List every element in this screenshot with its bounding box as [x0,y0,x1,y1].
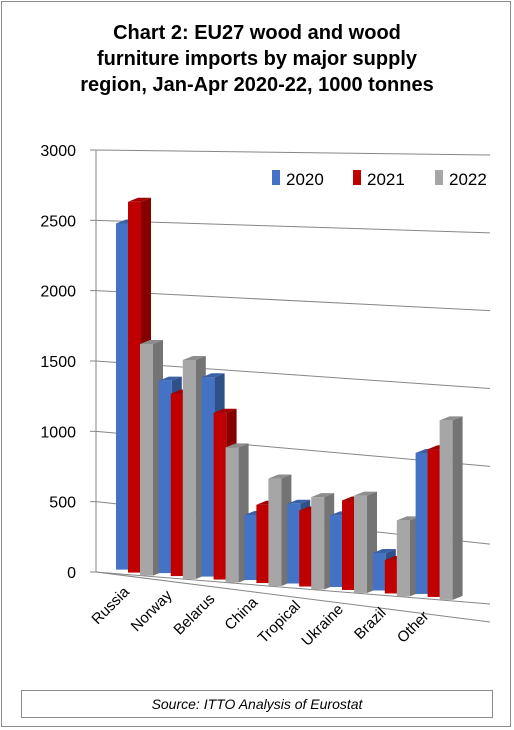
chart-title: Chart 2: EU27 wood and wood furniture im… [0,20,514,98]
x-tick-label: Tropical [255,597,304,646]
y-tick-label: 2000 [40,284,76,301]
bar-top [158,376,182,381]
x-tick-label: Brazil [351,604,390,643]
bar-top [372,548,396,553]
bar-top [201,373,225,378]
bar-top [128,197,151,202]
bar [116,223,129,570]
y-tick-label: 0 [67,565,76,582]
bar-top [268,474,292,479]
chart-title-line-2: furniture imports by major supply [96,48,418,70]
bar [439,420,453,600]
bar [311,497,325,590]
legend-swatch [435,170,443,185]
bar-top [225,443,249,448]
legend-label: 2021 [367,170,405,189]
y-tick-label: 2500 [40,213,76,230]
x-axis-line [95,571,491,605]
y-tick-label: 1000 [40,424,76,441]
bar [427,449,441,597]
bar [182,360,196,580]
bar-top [311,493,335,498]
bar [140,344,153,576]
legend-label: 2020 [286,170,324,189]
y-tick-label: 1500 [40,354,76,371]
bar-top [439,416,463,421]
gridline [95,290,491,312]
chart-title-line-1: Chart 2: EU27 wood and wood [113,22,401,44]
legend-swatch [353,170,361,185]
bar [415,453,429,594]
bar-top [213,408,237,413]
bar [287,503,301,584]
bar-top [140,340,163,345]
bar [354,495,367,593]
x-tick-label: China [221,594,261,634]
chart-title-line-3: region, Jan-Apr 2020-22, 1000 tonnes [80,74,434,96]
bar [342,500,355,590]
bar [372,552,386,591]
bar-top [287,499,311,504]
gridline [95,571,491,623]
x-tick-label: Ukraine [298,601,347,650]
bar [128,201,141,573]
bar [256,504,270,584]
bar [170,393,184,577]
bar [225,447,239,583]
y-tick-label: 3000 [40,143,76,160]
gridline [95,149,491,156]
y-tick-label: 500 [49,495,76,512]
gridline [95,219,491,234]
x-tick-label: Belarus [170,591,218,639]
bar-top [354,491,377,496]
bar [299,510,313,587]
x-tick-label: Norway [128,587,176,635]
source-note: Source: ITTO Analysis of Eurostat [21,690,493,718]
bar [201,377,215,577]
legend-swatch [272,170,280,185]
bar [268,478,282,587]
legend-label: 2022 [449,170,487,189]
bar [384,560,398,594]
bar-top [182,356,206,361]
bar [213,412,227,580]
bar [244,515,258,581]
bar-side [452,416,463,600]
bar [158,380,172,574]
bar-top [396,516,420,521]
bar [330,515,343,588]
x-tick-label: Russia [88,583,133,628]
bar [396,520,410,597]
